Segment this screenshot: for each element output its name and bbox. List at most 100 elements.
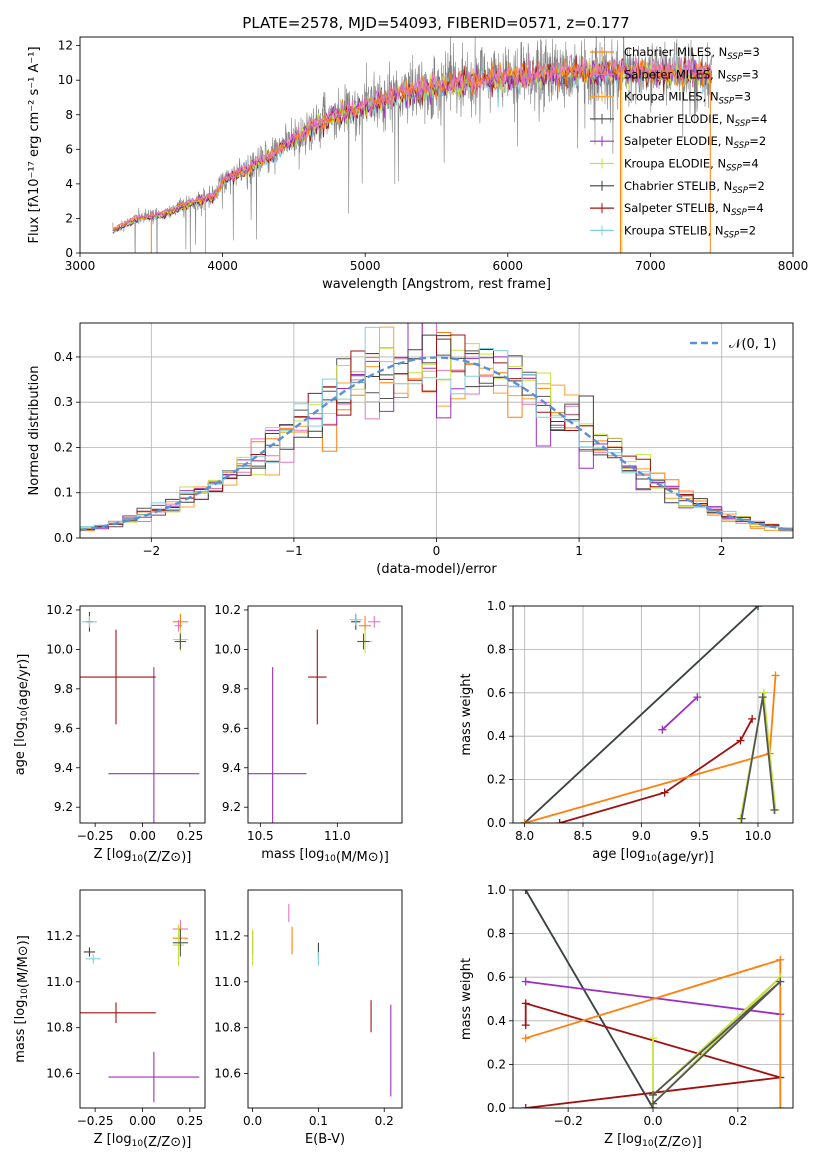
y-axis-label: mass [log10(M/M⊙)] [13,935,31,1063]
mass-weight-marker [776,955,785,964]
y-tick-label: 10.2 [214,603,241,617]
mass-weight-marker [649,1034,657,1043]
axes-frame [79,605,206,824]
axes-frame [512,889,794,1109]
x-axis-label: age [log10(age/yr)] [592,847,714,865]
x-tick-label: 0.25 [176,1114,203,1128]
x-tick-label: −0.25 [77,829,114,843]
legend-label: Chabrier STELIB, NSSP=2 [624,179,765,196]
y-tick-label: 9.6 [222,721,241,735]
axes-frame [247,605,403,824]
y-tick-label: 0.8 [487,642,506,656]
x-tick-label: 10.0 [745,829,772,843]
mass-weight-marker [737,814,746,823]
legend-label: Salpeter MILES, NSSP=3 [624,67,759,84]
x-tick-label: 2 [718,544,726,558]
spectrum-legend: Chabrier MILES, NSSP=3 Salpeter MILES, NS… [590,45,767,240]
mass-weight-marker [693,693,702,702]
y-tick-label: 0.2 [487,773,506,787]
legend-label: Kroupa MILES, NSSP=3 [624,90,751,107]
y-tick-label: 1.0 [487,883,506,897]
y-tick-label: 0.6 [487,686,506,700]
y-tick-label: 10.8 [46,1021,73,1035]
x-tick-label: 11.0 [324,829,351,843]
x-tick-label: 0.0 [643,1114,662,1128]
mass-weight-marker [649,1099,657,1108]
y-tick-label: 11.2 [46,929,73,943]
y-tick-label: 11.0 [46,975,73,989]
y-tick-label: 6 [65,142,73,156]
x-tick-label: −1 [285,544,303,558]
plot-area [112,37,713,253]
x-axis-label: Z [log10(Z/Z⊙)] [94,847,192,865]
mass-weight-marker [649,1090,657,1099]
mass-weight-line [559,718,753,823]
mass-weight-line [524,606,759,823]
y-tick-label: 2 [65,211,73,225]
y-tick-label: 9.6 [54,721,73,735]
y-tick-label: 0.0 [487,1101,506,1115]
x-tick-label: 3000 [65,259,96,273]
mass-vs-metallicity-panel: −0.25 0.00 0.25 10.6 10.8 11.0 11.2 Z [log10(Z/… [13,889,206,1150]
age-vs-mass-panel: 10.5 11.0 9.2 9.4 9.6 9.8 10.0 10.2 mass [log10(… [214,603,403,865]
y-tick-label: 0 [65,246,73,260]
y-tick-label: 0.3 [54,395,73,409]
x-tick-label: 0.2 [375,1114,394,1128]
x-tick-label: −0.2 [554,1114,583,1128]
x-tick-label: 0.2 [728,1114,747,1128]
legend-label: Kroupa ELODIE, NSSP=4 [624,157,759,174]
mass-weight-line [524,675,777,823]
y-tick-label: 0.4 [487,729,506,743]
x-axis-label: Z [log10(Z/Z⊙)] [94,1132,192,1150]
y-tick-label: 9.4 [222,761,241,775]
legend-label: Salpeter STELIB, NSSP=4 [624,201,764,218]
y-tick-label: 9.4 [54,761,73,775]
y-tick-label: 4 [65,177,73,191]
axes-frame [79,889,206,1109]
y-tick-label: 0.2 [54,440,73,454]
mass-weight-marker [776,1104,785,1108]
x-axis-label: E(B-V) [305,1132,345,1147]
y-tick-label: 9.8 [54,682,73,696]
y-axis-label: mass weight [459,958,474,1040]
y-tick-label: 0.6 [487,970,506,984]
histogram-step [80,334,793,530]
y-tick-label: 0.1 [54,486,73,500]
y-tick-label: 10.6 [46,1067,73,1081]
y-tick-label: 0.0 [487,816,506,830]
mass-weight-line [525,980,781,1016]
x-tick-label: 0 [433,544,441,558]
y-tick-label: 10.8 [214,1021,241,1035]
mass-weight-marker [521,999,530,1008]
mass-weight-marker [520,819,529,823]
x-tick-label: 10.5 [247,829,274,843]
x-tick-label: 0.0 [243,1114,262,1128]
histogram-step [80,323,793,530]
mass-weight-marker [521,977,530,986]
x-tick-label: 1 [575,544,583,558]
plot-area [521,890,785,1108]
legend-label: 𝒩(0, 1) [729,337,776,352]
x-tick-label: 5000 [350,259,381,273]
y-axis-label: mass weight [459,673,474,755]
mass-weight-marker [754,606,762,610]
plot-area [80,919,200,1103]
mass-weight-vs-age-panel: 8.0 8.5 9.0 9.5 10.0 0.0 0.2 0.4 0.6 0.8 1.0 age [l… [459,599,794,865]
y-tick-label: 10.2 [46,603,73,617]
x-axis-label: mass [log10(M/M⊙)] [261,847,389,865]
legend-label: Kroupa STELIB, NSSP=2 [624,223,756,240]
legend-label: Salpeter ELODIE, NSSP=2 [624,134,766,151]
mass-weight-marker [521,1034,530,1043]
x-tick-label: 8.0 [515,829,534,843]
plot-area [520,606,780,823]
model-spectrum [112,59,713,232]
residual-histogram-panel: −2 −1 0 1 2 0.0 0.1 0.2 0.3 0.4 (data-model)/error… [27,322,794,577]
figure-title: PLATE=2578, MJD=54093, FIBERID=0571, z=0… [242,14,629,32]
x-tick-label: 0.25 [176,829,203,843]
y-tick-label: 8 [65,108,73,122]
mass-weight-marker [658,725,667,734]
normal-distribution-curve [80,356,793,532]
mass-weight-marker [521,1104,530,1108]
plot-area [248,613,381,823]
